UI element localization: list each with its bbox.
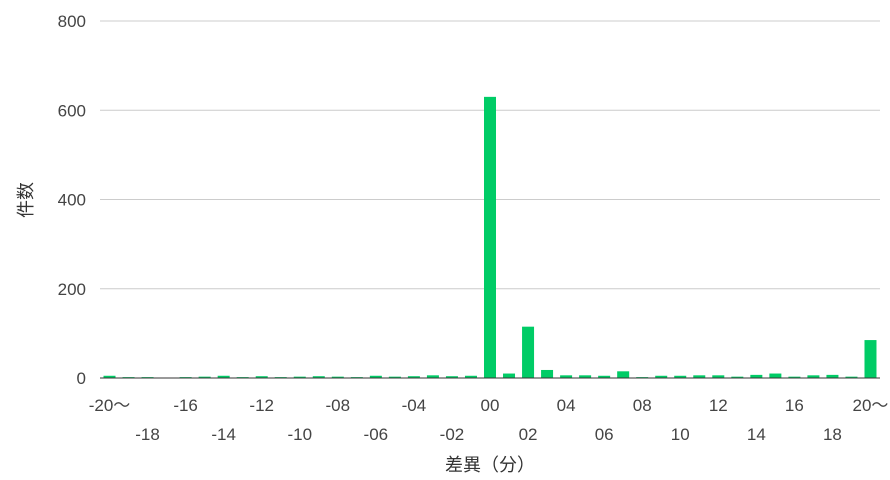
bar [579,375,592,378]
bar [407,376,420,378]
y-tick-label: 600 [58,101,86,120]
bar [503,373,516,378]
x-tick-label: -16 [173,396,198,415]
bar [388,376,401,378]
y-axis-title: 件数 [16,182,37,218]
bar [731,376,744,378]
bar [293,376,306,378]
x-tick-label: 20～ [853,396,889,415]
y-tick-labels: 0 200 400 600 800 [58,12,86,388]
x-tick-label: 14 [747,425,766,444]
x-tick-label: 10 [671,425,690,444]
x-axis-title: 差異（分） [445,455,535,476]
bar [788,376,801,378]
x-tick-label: 12 [709,396,728,415]
y-tick-label: 200 [58,280,86,299]
x-tick-label: -10 [287,425,312,444]
x-tick-label: 16 [785,396,804,415]
bar [331,376,344,378]
bar [484,96,496,379]
bar [655,375,668,378]
bar [826,374,839,378]
x-tick-label: -20～ [89,396,131,415]
bar [864,340,877,378]
bar [598,375,611,378]
bar [217,375,230,378]
bar [769,373,782,378]
bar [674,375,687,378]
x-tick-labels: -20～-18 -16 -14 -12 -10 -08 -06 -04 -02 00 02 04 06 0… [89,396,889,444]
bar [560,375,573,378]
x-tick-label: -12 [249,396,274,415]
x-tick-label: -18 [135,425,160,444]
x-tick-label: 18 [823,425,842,444]
x-tick-label: 00 [481,396,500,415]
bar [750,374,763,378]
bar [369,375,382,378]
x-tick-label: 04 [557,396,576,415]
bar [312,376,325,378]
x-tick-label: -06 [364,425,389,444]
x-tick-label: -08 [326,396,351,415]
bar [255,376,268,378]
x-tick-label: 06 [595,425,614,444]
bars [103,96,877,379]
x-tick-label: -14 [211,425,236,444]
x-tick-label: -02 [440,425,465,444]
bar [522,326,535,378]
x-tick-label: 02 [519,425,538,444]
bar [198,376,211,378]
bar [541,369,554,378]
bar [445,376,458,378]
bar [617,371,630,378]
bar [464,375,477,378]
y-tick-label: 0 [77,369,86,388]
y-tick-label: 400 [58,191,86,210]
x-tick-label: -04 [402,396,427,415]
bar [807,375,820,378]
bar [103,375,116,378]
x-tick-label: 08 [633,396,652,415]
bar [426,375,439,378]
y-tick-label: 800 [58,12,86,31]
bar [693,375,706,378]
bar [712,375,725,378]
bar [845,376,858,378]
